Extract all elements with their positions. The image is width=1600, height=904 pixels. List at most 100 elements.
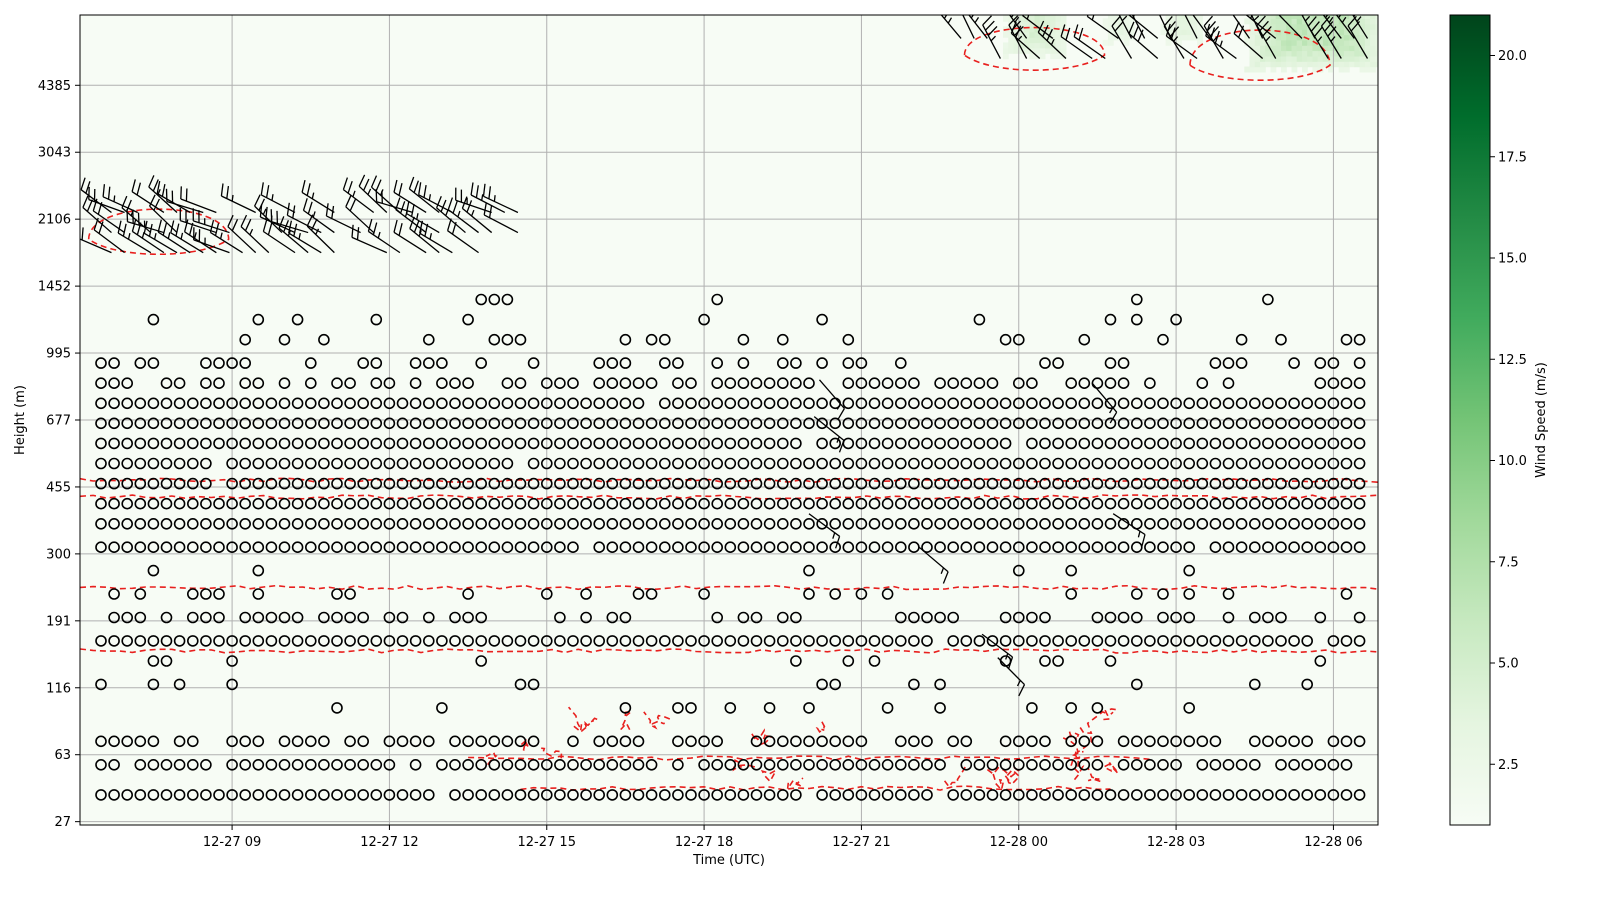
heat-cell	[1160, 29, 1166, 35]
wind-barb-flag	[1318, 0, 1325, 8]
heat-cell	[1045, 48, 1051, 54]
heat-cell	[1339, 29, 1345, 35]
heat-cell	[1176, 18, 1182, 24]
heat-cell	[1250, 56, 1256, 62]
heat-cell	[1307, 61, 1313, 67]
heat-cell	[1286, 51, 1292, 57]
colorbar-tick-label: 17.5	[1498, 150, 1527, 165]
wind-barb-flag	[127, 209, 128, 222]
heat-cell	[1181, 34, 1187, 40]
wind-barb-half-flag	[494, 195, 495, 201]
heat-cell	[1370, 34, 1376, 40]
heat-cell	[1176, 29, 1182, 35]
heat-cell	[1333, 61, 1339, 67]
x-tick-label: 12-27 09	[203, 835, 261, 850]
heat-cell	[1265, 56, 1271, 62]
wind-barb-flag	[964, 0, 971, 9]
wind-barb-half-flag	[114, 196, 115, 202]
heat-cell	[1271, 13, 1277, 19]
wind-barb-flag	[1228, 0, 1236, 7]
wind-barb-flag	[1127, 0, 1136, 5]
heat-cell	[1061, 21, 1067, 27]
y-tick-label: 1452	[38, 280, 71, 295]
wind-barb-flag	[1231, 2, 1239, 12]
heat-cell	[1035, 42, 1041, 48]
heat-cell	[1292, 56, 1298, 62]
heat-cell	[1333, 18, 1339, 24]
wind-barb-flag	[271, 209, 272, 222]
heat-cell	[1276, 18, 1282, 24]
heat-cell	[1250, 61, 1256, 67]
wind-barb-flag	[1347, 0, 1355, 6]
wind-barb-flag	[1128, 3, 1133, 15]
heat-cell	[1307, 40, 1313, 46]
heat-cell	[1050, 53, 1056, 59]
heat-cell	[1360, 18, 1366, 24]
heat-cell	[1354, 51, 1360, 57]
heat-cell	[1312, 61, 1318, 67]
wind-barb-flag	[1157, 1, 1166, 10]
heat-cell	[1061, 42, 1067, 48]
heat-cell	[1197, 13, 1203, 19]
heat-cell	[1024, 21, 1030, 27]
heat-cell	[1035, 37, 1041, 43]
heat-cell	[1276, 29, 1282, 35]
wind-barb-flag	[1133, 6, 1142, 15]
y-tick-label: 3043	[38, 146, 71, 161]
heat-cell	[1344, 56, 1350, 62]
heat-cell	[1003, 42, 1009, 48]
heat-cell	[1292, 51, 1298, 57]
heat-cell	[1344, 45, 1350, 51]
wind-barb-flag	[1008, 2, 1015, 12]
heat-cell	[1302, 45, 1308, 51]
heat-cell	[1302, 40, 1308, 46]
heat-cell	[1250, 67, 1256, 73]
heat-cell	[1255, 61, 1261, 67]
wind-barb-flag	[1180, 0, 1189, 5]
y-tick-label: 2106	[38, 213, 71, 228]
heat-cell	[1349, 40, 1355, 46]
heat-cell	[1281, 56, 1287, 62]
wind-barb-flag	[1300, 1, 1309, 10]
heat-cell	[1276, 45, 1282, 51]
heat-cell	[1297, 40, 1303, 46]
heat-cell	[1260, 61, 1266, 67]
heat-cell	[1260, 67, 1266, 73]
heat-cell	[1370, 56, 1376, 62]
heat-cell	[1103, 18, 1109, 24]
heat-cell	[1260, 45, 1266, 51]
heat-cell	[1003, 48, 1009, 54]
heat-cell	[1118, 29, 1124, 35]
wind-barb-flag	[968, 3, 975, 14]
heat-cell	[1302, 56, 1308, 62]
y-tick-label: 27	[54, 815, 71, 830]
wind-barb-flag	[1023, 4, 1027, 16]
y-tick-label: 63	[54, 748, 71, 763]
heat-cell	[1056, 32, 1062, 38]
heat-cell	[1339, 67, 1345, 73]
heat-cell	[1281, 24, 1287, 30]
heat-cell	[1008, 37, 1014, 43]
heat-cell	[1318, 13, 1324, 19]
colorbar-tick-label: 2.5	[1498, 758, 1519, 773]
heat-cell	[1365, 40, 1371, 46]
heat-cell	[1344, 51, 1350, 57]
heat-cell	[1124, 40, 1130, 46]
heat-cell	[1286, 61, 1292, 67]
y-tick-label: 191	[46, 614, 71, 629]
heat-cell	[1029, 37, 1035, 43]
x-tick-label: 12-27 15	[518, 835, 576, 850]
heat-cell	[1286, 40, 1292, 46]
colorbar-label: Wind Speed (m/s)	[1534, 362, 1549, 478]
heat-cell	[1302, 29, 1308, 35]
heat-cell	[1029, 32, 1035, 38]
heat-cell	[1276, 56, 1282, 62]
wind-barb-flag	[1183, 1, 1192, 10]
wind-barb-flag	[1246, 0, 1255, 4]
heat-cell	[1344, 40, 1350, 46]
heat-cell	[1035, 48, 1041, 54]
heat-cell	[1339, 45, 1345, 51]
x-tick-label: 12-27 12	[360, 835, 418, 850]
wind-barb-flag	[1246, 3, 1250, 15]
wind-barb-flag	[1004, 0, 1011, 8]
